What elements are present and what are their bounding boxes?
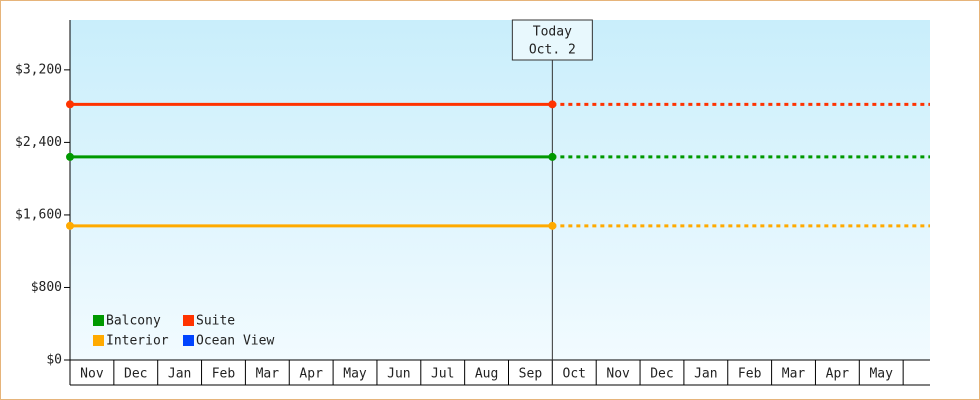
legend-label: Ocean View xyxy=(196,334,274,349)
data-point xyxy=(66,100,74,109)
x-tick-label: May xyxy=(869,367,893,382)
legend-label: Suite xyxy=(196,314,235,329)
legend-swatch xyxy=(183,335,194,346)
data-point xyxy=(548,100,557,109)
x-tick-label: Apr xyxy=(299,367,323,382)
x-tick-label: Oct xyxy=(563,367,586,382)
x-tick-label: Jan xyxy=(168,367,191,382)
x-tick-label: Dec xyxy=(650,367,673,382)
y-tick-label: $2,400 xyxy=(15,135,62,150)
x-tick-label: Sep xyxy=(519,367,543,382)
x-tick-label: Nov xyxy=(80,367,104,382)
today-label: Oct. 2 xyxy=(529,43,576,58)
legend-swatch xyxy=(93,335,104,346)
x-tick-label: Mar xyxy=(782,367,806,382)
y-tick-label: $0 xyxy=(46,353,62,368)
legend-label: Balcony xyxy=(106,314,161,329)
x-tick-label: Apr xyxy=(826,367,850,382)
x-tick-label: Jun xyxy=(387,367,410,382)
x-tick-label: Jul xyxy=(431,367,454,382)
legend-swatch xyxy=(93,315,104,326)
y-tick-label: $800 xyxy=(31,280,62,295)
data-point xyxy=(548,221,557,230)
today-box xyxy=(511,19,593,61)
x-tick-label: Aug xyxy=(475,367,498,382)
legend-swatch xyxy=(183,315,194,326)
data-point xyxy=(66,152,74,161)
x-tick-label: Feb xyxy=(738,367,762,382)
x-tick-label: Feb xyxy=(212,367,236,382)
legend-label: Interior xyxy=(106,334,169,349)
y-tick-label: $1,600 xyxy=(15,207,62,222)
data-point xyxy=(548,152,557,161)
x-tick-label: Jan xyxy=(694,367,717,382)
plot-area xyxy=(70,20,930,360)
x-tick-label: May xyxy=(343,367,367,382)
x-tick-label: Mar xyxy=(256,367,280,382)
data-point xyxy=(66,221,74,230)
today-label: Today xyxy=(533,25,572,40)
x-tick-label: Dec xyxy=(124,367,147,382)
x-tick-label: Nov xyxy=(606,367,630,382)
y-tick-label: $3,200 xyxy=(15,62,62,77)
